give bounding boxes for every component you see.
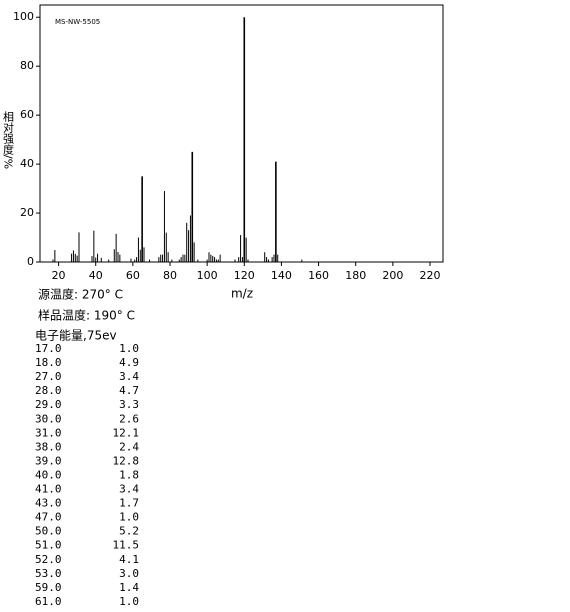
x-tick-label: 120 [234,269,255,282]
y-tick-label: 100 [13,10,34,23]
mz-cell: 50.0 [35,525,62,538]
electron-energy: 电子能量,75ev [35,329,117,343]
intensity-cell: 3.4 [119,483,139,496]
intensity-cell: 3.3 [119,398,139,411]
x-tick-label: 100 [197,269,218,282]
x-tick-label: 220 [420,269,441,282]
intensity-cell: 12.1 [113,426,140,439]
intensity-cell: 1.0 [119,595,139,608]
x-tick-label: 140 [271,269,292,282]
x-tick-label: 80 [163,269,177,282]
peak-table: 17.0 1.0 18.0 4.9 27.0 3.4 28.0 4.7 29.0 3.3 30.0 2… [35,342,139,608]
intensity-cell: 2.4 [119,440,139,453]
intensity-cell: 12.8 [113,454,140,467]
intensity-cell: 2.6 [119,412,139,425]
mz-cell: 30.0 [35,412,62,425]
mz-cell: 52.0 [35,553,62,566]
mz-cell: 38.0 [35,440,62,453]
mz-cell: 61.0 [35,595,62,608]
x-tick-label: 20 [52,269,66,282]
mz-cell: 47.0 [35,511,62,524]
mz-cell: 28.0 [35,384,62,397]
sample-temperature: 样品温度: 190° C [38,308,135,323]
intensity-cell: 3.0 [119,567,139,580]
intensity-cell: 1.8 [119,468,139,481]
mz-cell: 51.0 [35,539,62,552]
mz-cell: 59.0 [35,581,62,594]
y-tick-label: 60 [20,108,34,121]
intensity-cell: 1.0 [119,511,139,524]
mz-cell: 18.0 [35,356,62,369]
annotation: MS-NW-5505 [55,18,100,26]
plot-frame [39,4,444,263]
source-temperature: 源温度: 270° C [38,287,123,302]
intensity-cell: 4.9 [119,356,139,369]
mz-cell: 31.0 [35,426,62,439]
intensity-cell: 11.5 [113,539,140,552]
y-axis-label: 相对强度/% [2,111,15,169]
mz-cell: 29.0 [35,398,62,411]
intensity-cell: 1.7 [119,497,139,510]
x-tick-label: 200 [382,269,403,282]
mz-cell: 53.0 [35,567,62,580]
mz-cell: 27.0 [35,370,62,383]
y-tick-label: 80 [20,59,34,72]
x-tick-label: 40 [89,269,103,282]
intensity-cell: 5.2 [119,525,139,538]
intensity-cell: 1.4 [119,581,139,594]
mz-cell: 40.0 [35,468,62,481]
mz-cell: 39.0 [35,454,62,467]
x-tick-label: 160 [308,269,329,282]
y-tick-label: 20 [20,206,34,219]
mz-cell: 41.0 [35,483,62,496]
y-tick-label: 0 [27,255,34,268]
intensity-cell: 4.7 [119,384,139,397]
x-tick-label: 180 [345,269,366,282]
y-tick-label: 40 [20,157,34,170]
intensity-cell: 4.1 [119,553,139,566]
x-tick-label: 60 [126,269,140,282]
mz-cell: 17.0 [35,342,62,355]
x-axis-label: m/z [231,287,253,301]
intensity-cell: 1.0 [119,342,139,355]
mz-cell: 43.0 [35,497,62,510]
intensity-cell: 3.4 [119,370,139,383]
